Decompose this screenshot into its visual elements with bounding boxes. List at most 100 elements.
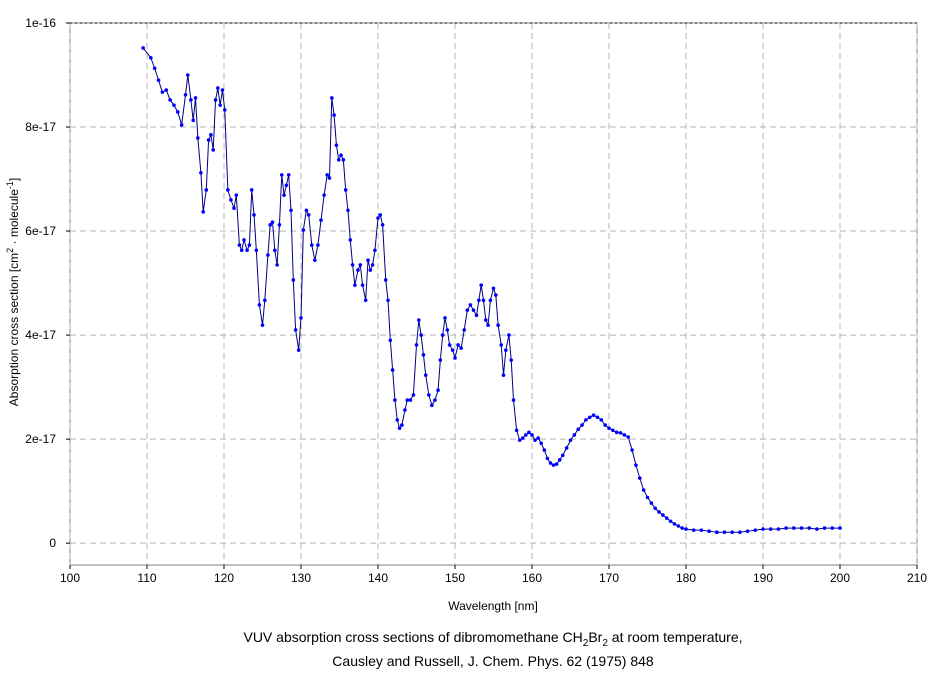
data-point	[479, 283, 483, 287]
data-point	[611, 428, 615, 433]
data-point	[172, 103, 176, 107]
data-point	[363, 298, 368, 303]
data-point	[453, 356, 457, 360]
data-point	[296, 348, 301, 352]
data-point	[339, 153, 343, 157]
data-point	[474, 313, 479, 318]
data-point	[334, 143, 339, 148]
y-label-sup: -1	[5, 181, 15, 189]
data-point	[213, 98, 218, 102]
data-point	[527, 430, 531, 435]
data-point	[336, 158, 341, 162]
data-point	[530, 433, 534, 437]
data-point	[792, 526, 796, 530]
data-point	[761, 527, 765, 531]
x-tick-label: 190	[753, 571, 773, 585]
data-point	[657, 510, 661, 514]
x-tick-label: 110	[137, 571, 156, 585]
data-point	[179, 123, 184, 127]
data-point	[443, 316, 447, 320]
data-point	[676, 524, 681, 528]
data-point	[229, 198, 233, 202]
data-point	[427, 393, 431, 397]
y-tick-label: 8e-17	[25, 120, 56, 134]
data-point	[768, 527, 773, 531]
x-tick-label: 130	[291, 571, 311, 585]
grid	[69, 22, 918, 565]
data-point	[501, 373, 506, 377]
data-point	[260, 323, 265, 328]
data-point	[356, 268, 360, 272]
data-point	[572, 433, 577, 437]
data-point	[380, 223, 385, 227]
data-point	[730, 530, 734, 535]
data-point	[561, 453, 565, 458]
data-point	[370, 263, 375, 267]
data-point	[216, 86, 220, 90]
data-point	[645, 495, 650, 500]
data-point	[183, 92, 188, 97]
data-point	[807, 526, 811, 530]
data-point	[680, 526, 684, 530]
data-point	[383, 278, 388, 282]
data-point	[277, 223, 282, 227]
y-label-part: ]	[7, 178, 21, 181]
data-point	[414, 343, 419, 347]
data-point	[638, 476, 642, 480]
caption-part: at room temperature,	[608, 629, 743, 645]
x-tick-label: 120	[214, 571, 234, 585]
data-point	[306, 213, 311, 217]
data-point	[252, 213, 256, 217]
data-point	[393, 398, 397, 402]
data-point	[164, 88, 169, 92]
data-point	[332, 113, 336, 117]
data-point	[542, 448, 547, 452]
data-point	[313, 258, 317, 262]
data-point	[520, 436, 525, 440]
data-point	[249, 188, 254, 192]
data-point	[641, 488, 646, 492]
data-point	[358, 263, 363, 267]
data-point	[403, 408, 407, 412]
data-point	[664, 516, 669, 520]
data-point	[447, 343, 452, 347]
data-point	[232, 206, 236, 210]
data-point	[193, 96, 198, 100]
data-point	[204, 188, 209, 192]
data-point	[649, 501, 654, 505]
data-point	[348, 238, 353, 242]
data-point	[390, 368, 395, 372]
data-point	[564, 446, 569, 450]
data-point	[301, 228, 306, 232]
caption-part: VUV absorption cross sections of dibromo…	[243, 629, 582, 645]
data-point	[405, 398, 410, 402]
data-point	[445, 328, 450, 332]
data-point	[319, 218, 323, 222]
data-point	[186, 73, 190, 77]
data-point	[366, 258, 370, 262]
data-point	[603, 423, 607, 427]
data-point	[684, 527, 688, 531]
data-point	[419, 333, 423, 337]
data-point	[279, 173, 284, 177]
data-point	[168, 98, 172, 102]
data-point	[257, 303, 262, 307]
data-point	[509, 358, 514, 362]
x-tick-label: 180	[676, 571, 696, 585]
data-point	[160, 90, 165, 94]
data-point	[270, 220, 275, 225]
data-point	[591, 413, 596, 417]
data-point	[533, 438, 537, 442]
axes: 100 110 120 130 140 150 160 170 180 190 200 210 0 2e-…	[25, 16, 927, 585]
data-point	[630, 448, 634, 452]
data-point	[668, 519, 673, 524]
data-point	[299, 316, 303, 320]
data-point	[587, 415, 592, 420]
data-point	[304, 208, 309, 213]
data-point	[738, 530, 742, 535]
data-point	[350, 263, 355, 267]
data-point	[289, 208, 293, 213]
data-point	[378, 213, 383, 217]
data-point	[514, 428, 519, 433]
